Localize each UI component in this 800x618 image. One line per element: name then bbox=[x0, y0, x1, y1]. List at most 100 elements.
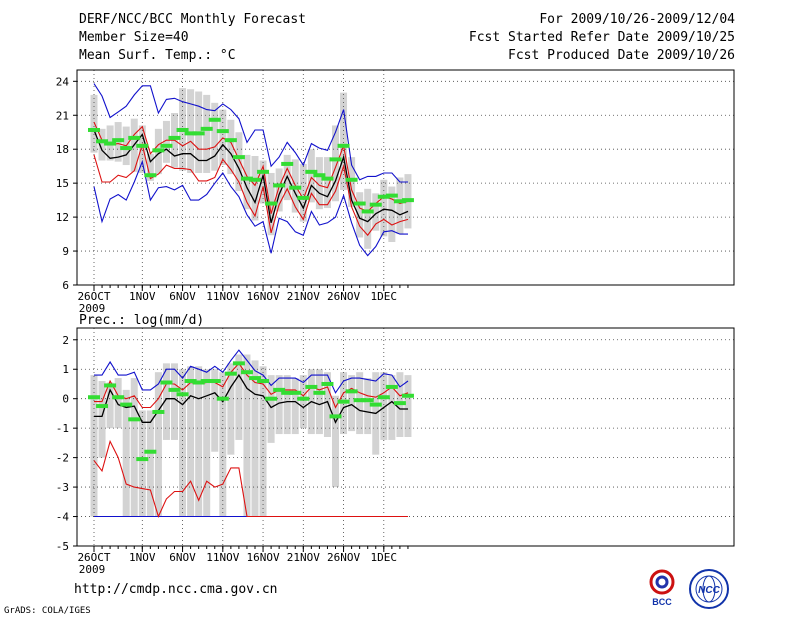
median-marker bbox=[281, 390, 294, 395]
median-marker bbox=[128, 417, 141, 422]
spread-box bbox=[195, 366, 203, 517]
median-marker bbox=[232, 361, 245, 366]
median-marker bbox=[224, 138, 237, 143]
spread-box bbox=[348, 375, 356, 432]
median-marker bbox=[361, 209, 374, 214]
median-marker bbox=[305, 169, 318, 174]
spread-box bbox=[211, 369, 219, 452]
spread-box bbox=[315, 157, 323, 210]
spread-box bbox=[283, 375, 291, 435]
median-marker bbox=[96, 404, 109, 409]
spread-box bbox=[114, 378, 122, 429]
plot-frame bbox=[76, 69, 735, 286]
median-marker bbox=[160, 143, 173, 148]
spread-box bbox=[211, 102, 219, 171]
spread-box bbox=[171, 363, 178, 440]
median-marker bbox=[96, 139, 109, 144]
median-marker bbox=[385, 384, 398, 389]
spread-box bbox=[307, 149, 315, 203]
spread-box bbox=[106, 382, 114, 429]
median-marker bbox=[200, 379, 213, 384]
y-tick-label: 24 bbox=[56, 75, 70, 88]
spread-box bbox=[203, 94, 211, 173]
median-marker bbox=[305, 384, 318, 389]
spread-box bbox=[267, 375, 275, 443]
spread-box bbox=[275, 375, 283, 435]
mean-line bbox=[93, 129, 409, 223]
forecast-period-label: For 2009/10/26-2009/12/04 bbox=[539, 12, 735, 27]
median-marker bbox=[257, 379, 270, 384]
spread-box bbox=[372, 193, 380, 231]
median-marker bbox=[329, 414, 342, 419]
bcc-logo-icon: BCC bbox=[649, 569, 675, 607]
median-marker bbox=[144, 449, 157, 454]
source-url[interactable]: http://cmdp.ncc.cma.gov.cn bbox=[74, 582, 278, 597]
median-marker bbox=[192, 380, 205, 385]
y-tick-label: 18 bbox=[56, 143, 69, 156]
y-tick-label: -2 bbox=[56, 452, 69, 465]
spread-box bbox=[364, 378, 372, 435]
median-marker bbox=[249, 376, 261, 381]
spread-box bbox=[404, 375, 412, 437]
spread-box bbox=[227, 363, 235, 455]
spread-box bbox=[243, 154, 251, 210]
median-marker bbox=[369, 402, 382, 407]
spread-box bbox=[98, 381, 106, 458]
spread-box bbox=[364, 188, 372, 249]
median-marker bbox=[257, 169, 270, 174]
x-tick-label: 26NOV bbox=[327, 551, 360, 564]
x-tick-label: 11NOV bbox=[206, 290, 239, 303]
spread-box bbox=[122, 389, 130, 517]
median-marker bbox=[337, 399, 350, 404]
y-tick-label: -3 bbox=[56, 481, 69, 494]
spread-box bbox=[154, 372, 162, 517]
median-marker bbox=[353, 201, 366, 206]
median-marker bbox=[88, 127, 100, 132]
median-marker bbox=[216, 396, 229, 401]
median-marker bbox=[192, 131, 205, 136]
spread-box bbox=[146, 410, 154, 517]
median-marker bbox=[136, 457, 149, 462]
spread-box bbox=[187, 89, 195, 173]
spread-box bbox=[162, 363, 170, 440]
median-marker bbox=[273, 183, 286, 188]
spread-box bbox=[203, 369, 211, 517]
y-tick-label: 1 bbox=[62, 363, 69, 376]
median-marker bbox=[289, 390, 302, 395]
panel-title: Prec.: log(mm/d) bbox=[79, 313, 204, 328]
start-date-label: Fcst Started Refer Date 2009/10/25 bbox=[468, 30, 735, 45]
x-tick-label: 21NOV bbox=[287, 551, 320, 564]
x-tick-label: 11NOV bbox=[206, 551, 239, 564]
median-marker bbox=[160, 380, 173, 385]
produced-date-label: Fcst Produced Date 2009/10/26 bbox=[508, 48, 735, 63]
median-marker bbox=[112, 138, 125, 143]
max-line bbox=[94, 349, 409, 394]
spread-box bbox=[251, 360, 259, 517]
median-marker bbox=[176, 127, 189, 132]
mean-line bbox=[94, 373, 408, 424]
y-tick-label: -1 bbox=[56, 422, 69, 435]
median-marker bbox=[393, 401, 406, 406]
x-tick-label: 6NOV bbox=[169, 551, 196, 564]
median-marker bbox=[249, 177, 261, 182]
median-marker bbox=[216, 129, 229, 134]
median-marker bbox=[120, 146, 133, 151]
x-tick-label: 1NOV bbox=[129, 290, 156, 303]
x-year-label: 2009 bbox=[79, 563, 106, 576]
spread-box bbox=[90, 94, 98, 153]
spread-box bbox=[388, 375, 396, 440]
y-tick-label: -4 bbox=[56, 511, 70, 524]
y-tick-label: 6 bbox=[62, 279, 69, 292]
panel-1: 6 9 12 15 18 21 24 26OCT 1NOV 6NOV 11NOV 16NOV 21NOV… bbox=[56, 69, 735, 315]
spread-box bbox=[90, 375, 98, 517]
spread-box bbox=[146, 153, 154, 181]
mean-minus-sd-line bbox=[93, 439, 408, 519]
spread-box bbox=[227, 119, 235, 175]
spread-box bbox=[388, 186, 396, 242]
median-marker bbox=[184, 131, 197, 136]
spread-box bbox=[356, 192, 364, 238]
median-marker bbox=[377, 395, 390, 400]
median-marker bbox=[176, 392, 189, 397]
median-marker bbox=[168, 135, 181, 140]
median-marker bbox=[208, 379, 221, 384]
